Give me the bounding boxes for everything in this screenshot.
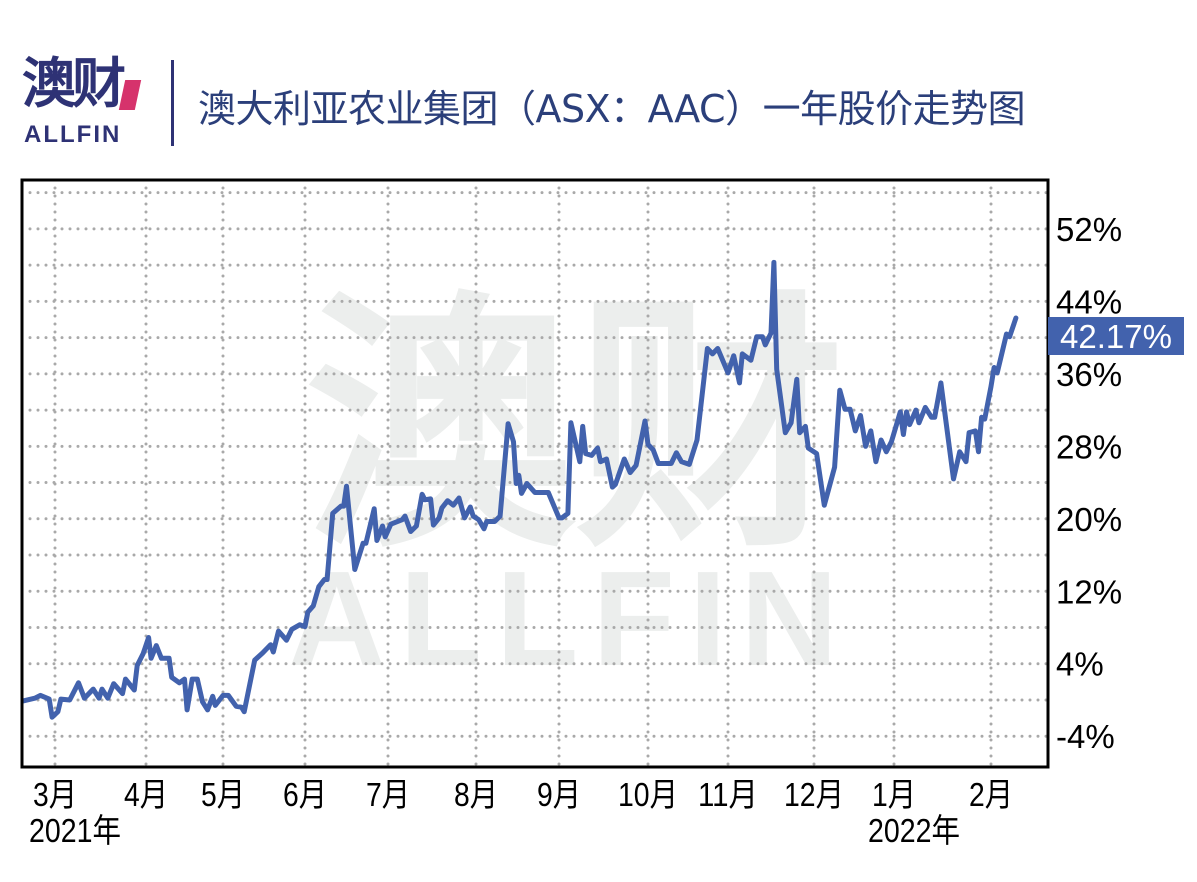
y-tick-label: 44% [1056,283,1122,320]
y-tick-label: 4% [1056,646,1104,683]
x-tick-label: 11月 [698,776,758,813]
x-tick-label: 8月 [454,776,498,813]
y-tick-label: -4% [1056,718,1115,755]
y-axis: 52% 44% 36% 28% 20% 12% 4% -4% [1056,211,1122,755]
allfin-logo: 澳财 ALLFIN [22,54,147,150]
last-value-badge [1048,317,1184,355]
last-value-label: 42.17% [1048,317,1184,355]
watermark-en: ALLFIN [288,543,852,694]
x-tick-label: 10月 [618,776,678,813]
last-value-text: 42.17% [1060,318,1172,355]
x-tick-label: 7月 [366,776,410,813]
grid [20,178,1050,769]
plot-frame [20,178,1050,769]
x-tick-label: 3月 [33,776,77,813]
x-axis: 3月 4月 5月 6月 7月 8月 9月 10月 11月 12月 1月 2月 2021年 2022年 [29,776,1013,849]
y-tick-label: 12% [1056,573,1122,610]
year-label: 2022年 [868,812,960,849]
y-tick-label: 52% [1056,211,1122,248]
x-tick-label: 9月 [537,776,581,813]
y-tick-label: 36% [1056,356,1122,393]
logo-english: ALLFIN [24,121,122,148]
price-line [20,259,1019,720]
year-label: 2021年 [29,812,121,849]
header-divider [171,60,174,146]
x-tick-label: 1月 [872,776,916,813]
y-tick-label: 20% [1056,501,1122,538]
x-tick-label: 2月 [969,776,1013,813]
x-tick-label: 12月 [784,776,844,813]
watermark-cn: 澳财 [305,269,845,584]
x-tick-label: 6月 [283,776,327,813]
series [20,259,1019,720]
y-tick-label: 28% [1056,428,1122,465]
x-tick-label: 4月 [124,776,168,813]
watermark: 澳财 ALLFIN [288,269,852,694]
x-tick-label: 5月 [201,776,245,813]
logo-chinese: 澳财 [22,52,126,115]
chart-title: 澳大利亚农业集团（ASX：AAC）一年股价走势图 [198,87,1026,131]
